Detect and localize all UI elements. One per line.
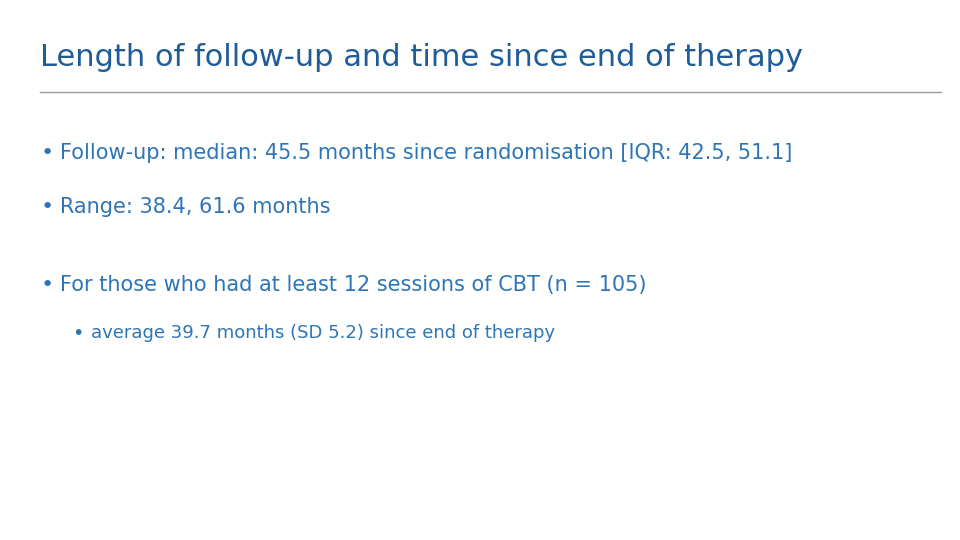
Text: average 39.7 months (SD 5.2) since end of therapy: average 39.7 months (SD 5.2) since end o… (91, 324, 555, 342)
Text: •: • (40, 275, 54, 295)
Text: Length of follow-up and time since end of therapy: Length of follow-up and time since end o… (40, 43, 804, 72)
Text: •: • (72, 324, 84, 343)
Text: •: • (40, 197, 54, 217)
Text: Range: 38.4, 61.6 months: Range: 38.4, 61.6 months (60, 197, 330, 217)
Text: Follow-up: median: 45.5 months since randomisation [IQR: 42.5, 51.1]: Follow-up: median: 45.5 months since ran… (60, 143, 792, 163)
Text: For those who had at least 12 sessions of CBT (n = 105): For those who had at least 12 sessions o… (60, 275, 646, 295)
Text: •: • (40, 143, 54, 163)
